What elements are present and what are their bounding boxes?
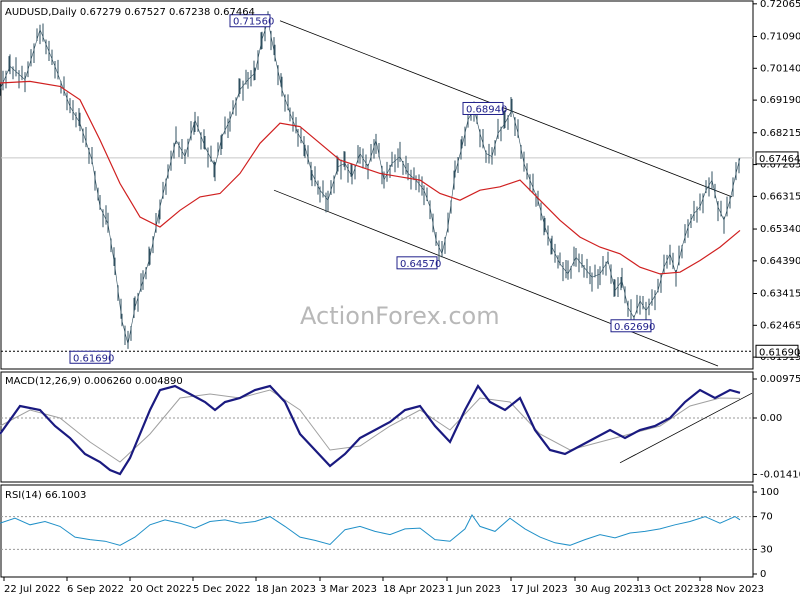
rsi-line	[0, 514, 741, 546]
macd-layer	[0, 383, 753, 476]
x-axis-tick-label: 1 Jun 2023	[447, 584, 501, 595]
current-price-label: 0.67464	[759, 154, 800, 165]
watermark: ActionForex.com	[300, 302, 500, 330]
macd-trend-line	[619, 392, 753, 464]
support-axis-label: 0.61690	[759, 347, 800, 358]
channel-line	[273, 189, 719, 367]
rsi-axis-tick-label: 70	[760, 512, 773, 523]
x-axis-tick-label: 13 Oct 2023	[638, 584, 700, 595]
rsi-layer	[0, 514, 753, 550]
price-header-symbol: AUDUSD,Daily 0.67279 0.67527 0.67238 0.6…	[5, 7, 255, 18]
price-axis-tick-label: 0.64390	[760, 256, 800, 267]
rsi-axis-tick-label: 0	[760, 569, 766, 580]
annotation-label: 0.62690	[614, 322, 655, 333]
price-axis-tick-label: 0.65340	[760, 224, 800, 235]
price-axis-tick-label: 0.69190	[760, 95, 800, 106]
macd-axis-tick-label: -0.014107	[760, 469, 800, 480]
price-series-line	[0, 20, 741, 345]
macd-axis-tick-label: 0.00	[760, 413, 782, 424]
x-axis-tick-label: 22 Jul 2022	[4, 584, 61, 595]
moving-average-line	[0, 80, 741, 275]
x-axis-tick-label: 17 Jul 2023	[511, 584, 568, 595]
annotation-box	[69, 350, 111, 364]
price-axis-tick-label: 0.68215	[760, 128, 800, 139]
x-axis-tick-label: 30 Aug 2023	[575, 584, 639, 595]
price-axis-tick-label: 0.67265	[760, 160, 800, 171]
x-axis-tick-label: 28 Nov 2023	[700, 584, 764, 595]
macd-signal-line	[0, 389, 741, 463]
axis-layer: 0.72065 0.71090 0.70140 0.69190 0.68215 0.672…	[3, 0, 800, 595]
rsi-axis-tick-label: 100	[760, 487, 779, 498]
x-axis-tick-label: 18 Apr 2023	[383, 584, 445, 595]
price-axis-tick-label: 0.70140	[760, 63, 800, 74]
annotation-label: 0.61690	[73, 353, 114, 364]
rsi-title: RSI(14) 66.1003	[5, 490, 86, 501]
x-axis-tick-label: 20 Oct 2022	[130, 584, 192, 595]
price-axis-tick-label: 0.63415	[760, 288, 800, 299]
x-axis-tick-label: 5 Dec 2022	[193, 584, 251, 595]
x-axis-tick-label: 6 Sep 2022	[67, 584, 124, 595]
channel-line	[279, 20, 733, 198]
annotation-label: 0.64570	[400, 259, 441, 270]
price-panel-frame	[0, 0, 754, 370]
support-badge	[755, 344, 799, 358]
annotation-label: 0.68940	[466, 104, 507, 115]
macd-panel-frame	[0, 371, 754, 483]
annotation-box	[396, 256, 438, 270]
price-axis-tick-label: 0.71090	[760, 31, 800, 42]
price-axis-tick-label: 0.66315	[760, 191, 800, 202]
macd-line	[0, 383, 741, 476]
macd-axis-tick-label: 0.009751	[760, 374, 800, 385]
price-axis-tick-label: 0.62465	[760, 320, 800, 331]
x-axis-tick-label: 3 Mar 2023	[320, 584, 377, 595]
annotation-box	[229, 14, 271, 28]
annotation-box	[462, 101, 504, 115]
annotation-box	[610, 319, 652, 333]
price-axis-tick-label: 0.72065	[760, 0, 800, 10]
macd-title: MACD(12,26,9) 0.006260 0.004890	[5, 376, 183, 387]
rsi-panel-frame	[0, 484, 754, 578]
x-axis-tick-label: 18 Jan 2023	[256, 584, 316, 595]
annotation-label: 0.71560	[233, 17, 274, 28]
current-price-badge	[755, 151, 799, 165]
rsi-axis-tick-label: 30	[760, 544, 773, 555]
price-layer: 0.71560 0.68940 0.64570 0.62690 0.61690	[0, 11, 753, 367]
